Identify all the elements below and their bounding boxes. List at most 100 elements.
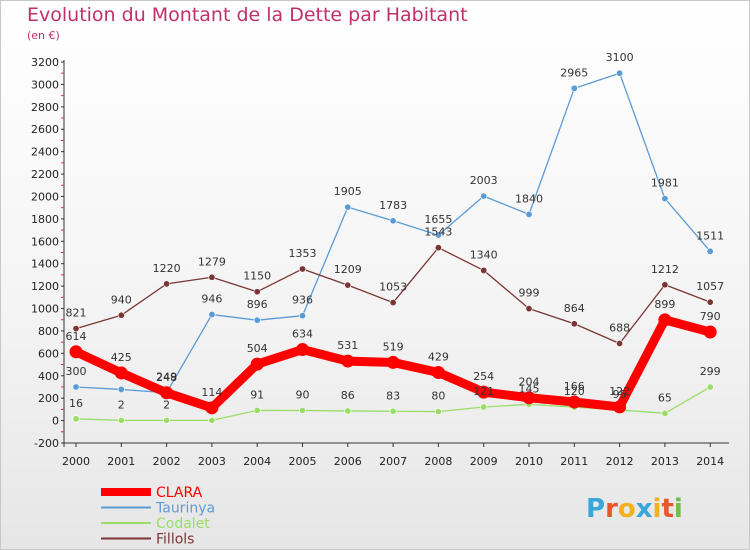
data-point-codalet	[72, 415, 80, 423]
data-point-codalet	[163, 416, 171, 424]
x-tick-label: 2002	[153, 455, 181, 468]
data-point-taurinya	[298, 312, 306, 320]
data-point-fillols	[163, 280, 171, 288]
y-tick-label: 1000	[31, 303, 59, 316]
legend-label-taurinya: Taurinya	[155, 501, 215, 517]
data-point-taurinya	[434, 231, 442, 239]
data-point-codalet	[706, 383, 714, 391]
data-point-codalet	[389, 407, 397, 415]
data-label-clara: 248	[156, 371, 177, 384]
x-tick-label: 2014	[696, 455, 724, 468]
x-tick-label: 2003	[198, 455, 226, 468]
logo-letter: i	[653, 494, 662, 524]
data-label-codalet: 65	[658, 391, 672, 404]
data-point-taurinya	[344, 203, 352, 211]
data-point-clara	[205, 401, 219, 415]
data-point-clara	[658, 313, 672, 327]
data-label-fillols: 688	[609, 321, 630, 334]
proxiti-logo: Proxiti	[586, 494, 683, 524]
y-tick-label: 1800	[31, 213, 59, 226]
data-point-codalet	[434, 408, 442, 416]
y-tick-label: 3200	[31, 56, 59, 69]
y-tick-label: 2600	[31, 123, 59, 136]
logo-letter: x	[636, 494, 653, 524]
data-label-codalet: 145	[519, 382, 540, 395]
data-point-fillols	[72, 325, 80, 333]
data-point-clara	[296, 343, 309, 357]
data-label-codalet: 2	[118, 398, 125, 411]
data-point-codalet	[253, 406, 261, 414]
data-point-taurinya	[389, 217, 397, 225]
logo-letter: i	[674, 494, 683, 524]
data-point-taurinya	[480, 192, 488, 200]
data-point-fillols	[208, 273, 216, 281]
data-label-taurinya: 1840	[515, 192, 543, 205]
data-label-taurinya: 936	[292, 294, 313, 307]
x-tick-label: 2011	[560, 455, 588, 468]
data-label-codalet: 80	[431, 390, 445, 403]
data-label-fillols: 1353	[289, 247, 317, 260]
y-tick-label: 2400	[31, 146, 59, 159]
data-label-fillols: 1212	[651, 263, 679, 276]
data-point-taurinya	[72, 383, 80, 391]
data-point-clara	[114, 366, 128, 380]
data-label-taurinya: 1655	[424, 213, 452, 226]
data-point-fillols	[389, 299, 397, 307]
data-point-taurinya	[616, 69, 624, 77]
data-point-codalet	[117, 416, 125, 424]
data-point-codalet	[344, 407, 352, 415]
data-point-fillols	[117, 311, 125, 319]
data-label-codalet: 299	[700, 365, 721, 378]
data-point-taurinya	[706, 247, 714, 255]
data-label-taurinya: 1981	[651, 177, 679, 190]
data-label-codalet: 83	[386, 389, 400, 402]
data-label-taurinya: 946	[201, 293, 222, 306]
logo-letter: o	[618, 494, 636, 524]
data-label-codalet: 95	[613, 388, 627, 401]
x-tick-label: 2006	[334, 455, 362, 468]
data-label-fillols: 864	[564, 302, 585, 315]
legend-label-clara: CLARA	[156, 485, 203, 501]
y-tick-label: 2200	[31, 168, 59, 181]
data-point-fillols	[525, 305, 533, 313]
logo-letter: r	[605, 494, 618, 524]
chart-subtitle: (en €)	[27, 29, 60, 42]
data-point-fillols	[661, 281, 669, 289]
data-label-clara: 634	[292, 328, 313, 341]
data-label-codalet: 2	[163, 398, 170, 411]
data-point-fillols	[616, 339, 624, 347]
data-label-taurinya: 1511	[696, 229, 724, 242]
data-label-clara: 429	[428, 351, 449, 364]
data-label-clara: 114	[201, 386, 222, 399]
data-point-fillols	[253, 288, 261, 296]
data-label-fillols: 1340	[470, 248, 498, 261]
data-label-taurinya: 2003	[470, 174, 498, 187]
data-label-fillols: 940	[111, 293, 132, 306]
y-tick-label: 800	[38, 325, 59, 338]
y-tick-label: 600	[38, 347, 59, 360]
x-tick-label: 2009	[470, 455, 498, 468]
x-tick-label: 2004	[243, 455, 271, 468]
data-label-clara: 122	[609, 385, 630, 398]
data-label-clara: 531	[337, 339, 358, 352]
data-point-clara	[567, 395, 581, 409]
data-point-taurinya	[570, 84, 578, 92]
data-label-taurinya: 2965	[560, 66, 588, 79]
data-point-taurinya	[117, 385, 125, 393]
data-point-clara	[522, 391, 536, 405]
y-tick-label: 1600	[31, 235, 59, 248]
data-label-codalet: 120	[564, 385, 585, 398]
data-point-codalet	[480, 403, 488, 411]
x-tick-label: 2008	[424, 455, 452, 468]
data-point-fillols	[298, 265, 306, 273]
y-tick-label: 1200	[31, 280, 59, 293]
data-point-clara	[477, 385, 491, 399]
data-point-codalet	[298, 407, 306, 415]
data-label-fillols: 821	[66, 307, 87, 320]
data-point-clara	[69, 345, 83, 359]
legend-label-codalet: Codalet	[156, 516, 210, 532]
data-label-clara: 899	[654, 298, 675, 311]
y-tick-label: 1400	[31, 258, 59, 271]
